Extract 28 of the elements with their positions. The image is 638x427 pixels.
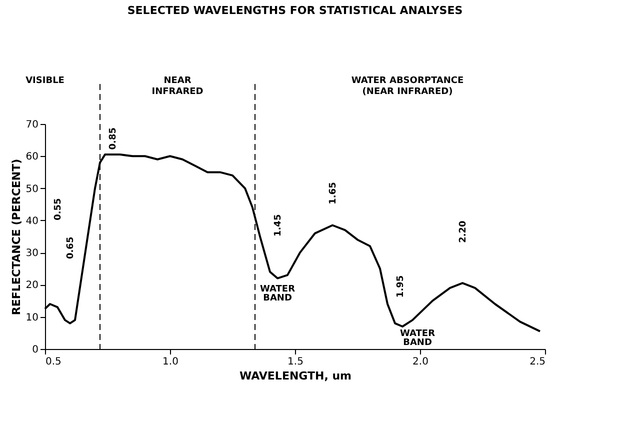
- y-tick-label: 40: [26, 216, 38, 227]
- annotation: WATER BAND: [400, 329, 436, 348]
- text: WATER ABSORPTANCE (NEAR INFRARED): [351, 76, 464, 97]
- text: VISIBLE: [26, 76, 64, 86]
- x-tick-label: 1.5: [288, 356, 304, 368]
- annotation: WATER BAND: [260, 284, 296, 304]
- annotation: 0.65: [66, 236, 76, 259]
- x-tick-label: 0.5: [46, 356, 62, 368]
- x-tick-label: 2.0: [412, 356, 428, 368]
- x-tick-label: 1.0: [162, 356, 178, 368]
- annotation: 2.20: [458, 220, 468, 243]
- x-tick-label: 2.5: [530, 356, 546, 368]
- y-tick-label: 70: [26, 120, 38, 130]
- y-tick-label: 50: [26, 184, 38, 195]
- x-axis-title: WAVELENGTH, um: [239, 370, 352, 382]
- annotation: 1.45: [274, 214, 284, 236]
- text: NEAR INFRARED: [152, 76, 204, 97]
- y-tick-label: 0: [32, 344, 38, 356]
- y-tick-label: 20: [26, 280, 38, 292]
- chart-title: SELECTED WAVELENGTHS FOR STATISTICAL ANALYSES: [127, 4, 463, 17]
- annotation: 1.95: [396, 275, 406, 298]
- y-axis-title: REFLECTANCE (PERCENT): [10, 158, 23, 316]
- annotation: 0.55: [54, 198, 64, 220]
- y-tick-label: 10: [26, 312, 38, 324]
- annotation: 1.65: [328, 182, 338, 204]
- y-tick-label: 60: [26, 152, 38, 163]
- y-tick-label: 30: [26, 248, 38, 260]
- annotation: 0.85: [108, 127, 118, 150]
